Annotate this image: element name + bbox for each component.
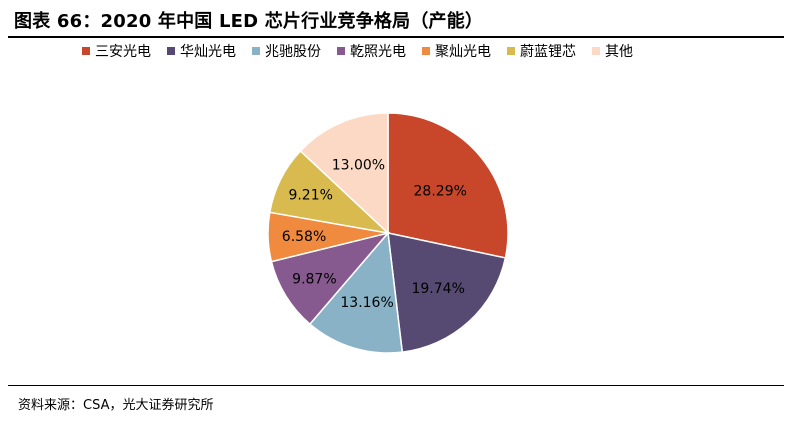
slice-value-label: 28.29% [414, 184, 467, 200]
legend-item: 乾照光电 [337, 41, 406, 61]
pie-slice [308, 231, 404, 354]
slice-value-label: 6.58% [282, 229, 326, 245]
legend-label: 乾照光电 [350, 44, 406, 60]
slice-value-label: 13.00% [332, 158, 385, 174]
pie-slice [299, 112, 389, 235]
chart-legend: 三安光电 华灿光电 兆驰股份 乾照光电 聚灿光电 蔚蓝锂芯 其他 [82, 41, 633, 61]
legend-swatch [422, 47, 430, 55]
legend-swatch [507, 47, 515, 55]
legend-swatch [82, 47, 90, 55]
legend-item: 蔚蓝锂芯 [507, 41, 576, 61]
legend-label: 华灿光电 [180, 44, 236, 60]
legend-swatch [337, 47, 345, 55]
legend-item: 华灿光电 [167, 41, 236, 61]
pie-slice [387, 232, 507, 353]
legend-swatch [167, 47, 175, 55]
legend-label: 兆驰股份 [265, 44, 321, 60]
legend-item: 其他 [592, 41, 633, 61]
slice-value-label: 9.87% [292, 271, 336, 287]
chart-title: 图表 66：2020 年中国 LED 芯片行业竞争格局（产能） [14, 11, 484, 32]
source-note: 资料来源：CSA，光大证券研究所 [18, 398, 214, 413]
legend-swatch [252, 47, 260, 55]
legend-label: 蔚蓝锂芯 [520, 44, 576, 60]
slice-value-label: 13.16% [340, 295, 393, 311]
legend-item: 三安光电 [82, 41, 151, 61]
pie-slice [270, 231, 391, 326]
source-rule [8, 385, 784, 386]
legend-label: 其他 [605, 44, 633, 60]
pie-slice [387, 112, 509, 259]
title-rule [8, 36, 784, 38]
slice-value-label: 19.74% [411, 281, 464, 297]
legend-item: 兆驰股份 [252, 41, 321, 61]
slice-value-label: 9.21% [288, 187, 332, 203]
legend-item: 聚灿光电 [422, 41, 491, 61]
legend-label: 三安光电 [95, 44, 151, 60]
legend-swatch [592, 47, 600, 55]
pie-chart: 28.29% 19.74% 13.16%9.87% 6.58% 9.21%13.00% [267, 112, 509, 354]
legend-label: 聚灿光电 [435, 44, 491, 60]
